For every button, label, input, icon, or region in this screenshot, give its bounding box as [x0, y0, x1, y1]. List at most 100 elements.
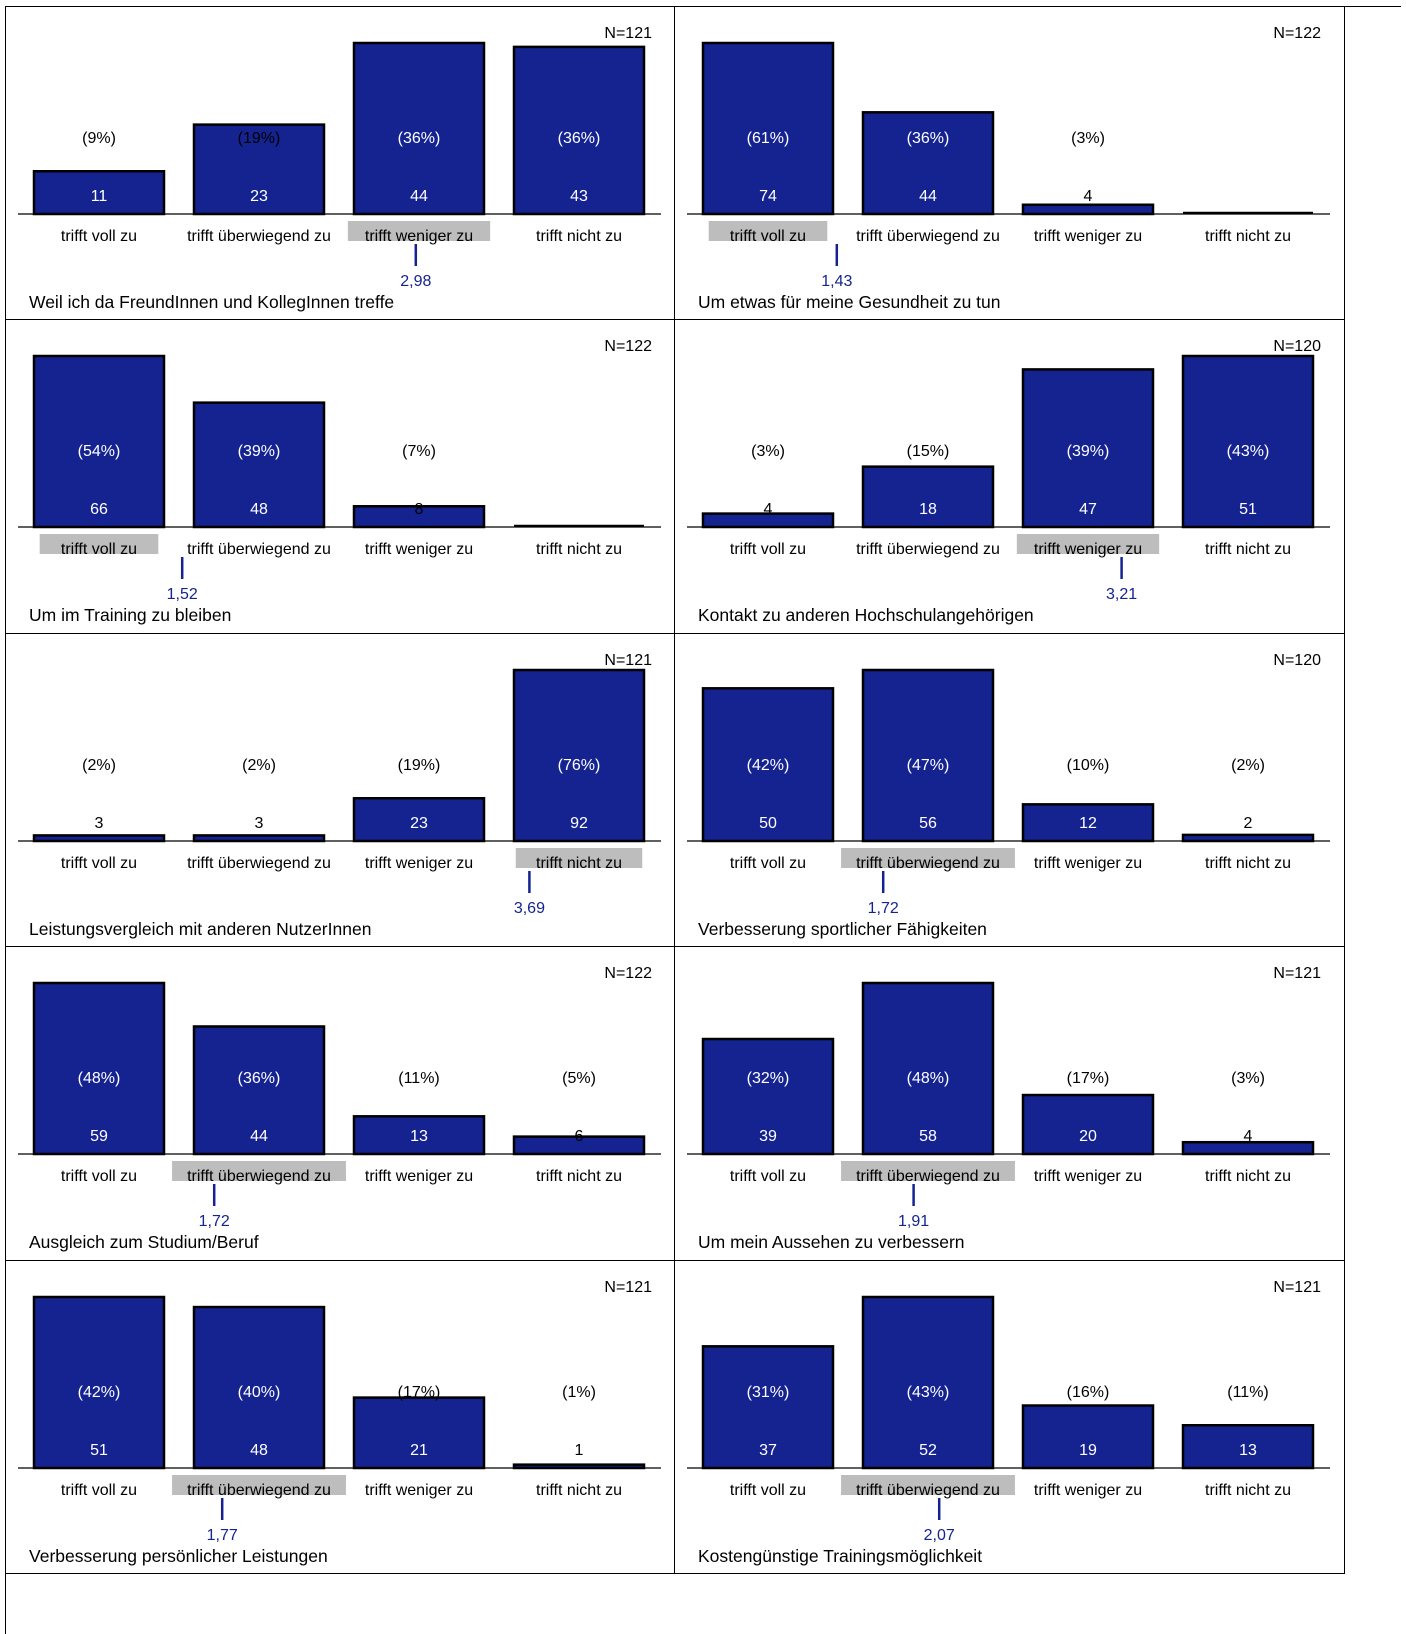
- bar: [32, 1295, 166, 1469]
- category-label: trifft weniger zu: [1034, 541, 1142, 558]
- count-label: 21: [410, 1442, 428, 1459]
- chart-panel: (42%) 51 trifft voll zu (40%) 48 trifft überw…: [5, 1259, 675, 1574]
- percent-label: (3%): [751, 443, 785, 460]
- bar: [32, 981, 166, 1156]
- category-highlight: [515, 847, 643, 868]
- category-highlight: [841, 847, 1015, 868]
- count-label: 1: [575, 1442, 584, 1459]
- mean-label: 1,72: [868, 900, 899, 917]
- category-label: trifft weniger zu: [1034, 1482, 1142, 1499]
- count-label: 52: [919, 1442, 937, 1459]
- chart-svg: (2%) 3 trifft voll zu (2%) 3 trifft überwiege…: [18, 652, 661, 939]
- count-label: 48: [250, 501, 268, 518]
- percent-label: (61%): [747, 130, 790, 147]
- count-label: 11: [91, 188, 108, 205]
- n-label: N=121: [604, 1279, 652, 1296]
- chart-title: Verbesserung sportlicher Fähigkeiten: [698, 919, 987, 939]
- percent-label: (39%): [238, 443, 281, 460]
- percent-label: (43%): [907, 1384, 950, 1401]
- chart-panel: (42%) 50 trifft voll zu (47%) 56 trifft überw…: [674, 632, 1345, 948]
- chart-title: Um etwas für meine Gesundheit zu tun: [698, 292, 1001, 312]
- percent-label: (48%): [78, 1070, 121, 1087]
- percent-label: (16%): [1067, 1384, 1110, 1401]
- percent-label: (17%): [398, 1384, 441, 1401]
- mean-label: 1,43: [821, 273, 852, 290]
- percent-label: (2%): [242, 757, 276, 774]
- chart-title: Verbesserung persönlicher Leistungen: [29, 1546, 328, 1566]
- category-label: trifft überwiegend zu: [187, 1168, 331, 1185]
- percent-label: (47%): [907, 757, 950, 774]
- count-label: 59: [90, 1128, 108, 1145]
- bar: [352, 41, 486, 216]
- category-label: trifft voll zu: [730, 541, 806, 558]
- category-label: trifft voll zu: [61, 541, 137, 558]
- count-label: 66: [90, 501, 108, 518]
- category-label: trifft weniger zu: [365, 228, 473, 245]
- bar: [861, 111, 995, 216]
- category-label: trifft überwiegend zu: [187, 541, 331, 558]
- count-label: 13: [1239, 1442, 1257, 1459]
- category-label: trifft nicht zu: [536, 1482, 622, 1499]
- count-label: 44: [250, 1128, 268, 1145]
- category-label: trifft nicht zu: [1205, 541, 1291, 558]
- category-label: trifft überwiegend zu: [187, 228, 331, 245]
- category-label: trifft überwiegend zu: [856, 541, 1000, 558]
- category-label: trifft voll zu: [61, 1482, 137, 1499]
- percent-label: (36%): [398, 130, 441, 147]
- percent-label: (32%): [747, 1070, 790, 1087]
- count-label: 2: [1244, 815, 1253, 832]
- category-highlight: [708, 221, 828, 241]
- bar: [512, 45, 646, 216]
- category-highlight: [347, 221, 491, 241]
- count-label: 43: [570, 188, 588, 205]
- bar: [192, 833, 326, 843]
- chart-title: Kostengünstige Trainingsmöglichkeit: [698, 1546, 982, 1566]
- chart-panel: (54%) 66 trifft voll zu (39%) 48 trifft überw…: [5, 319, 675, 634]
- chart-title: Leistungsvergleich mit anderen NutzerInn…: [29, 919, 371, 939]
- category-label: trifft überwiegend zu: [187, 855, 331, 872]
- percent-label: (1%): [562, 1384, 596, 1401]
- chart-panel: (61%) 74 trifft voll zu (36%) 44 trifft überw…: [674, 6, 1345, 321]
- percent-label: (43%): [1227, 443, 1270, 460]
- bar: [701, 41, 835, 216]
- count-label: 23: [410, 815, 428, 832]
- percent-label: (36%): [907, 130, 950, 147]
- category-label: trifft nicht zu: [1205, 1168, 1291, 1185]
- percent-label: (19%): [238, 130, 281, 147]
- category-label: trifft voll zu: [61, 855, 137, 872]
- category-label: trifft überwiegend zu: [856, 855, 1000, 872]
- chart-svg: (48%) 59 trifft voll zu (36%) 44 trifft überw…: [18, 965, 661, 1252]
- percent-label: (76%): [558, 757, 601, 774]
- chart-panel: (9%) 11 trifft voll zu (19%) 23 trifft überwi…: [5, 6, 675, 321]
- n-label: N=120: [1273, 338, 1321, 355]
- category-label: trifft nicht zu: [1205, 1482, 1291, 1499]
- bar: [352, 1395, 486, 1469]
- count-label: 8: [415, 501, 424, 518]
- count-label: 92: [570, 815, 588, 832]
- percent-label: (3%): [1231, 1070, 1265, 1087]
- percent-label: (11%): [398, 1070, 440, 1087]
- category-label: trifft weniger zu: [365, 855, 473, 872]
- category-label: trifft nicht zu: [536, 855, 622, 872]
- count-label: 58: [919, 1128, 937, 1145]
- mean-label: 1,72: [199, 1213, 230, 1230]
- category-label: trifft voll zu: [61, 228, 137, 245]
- category-label: trifft voll zu: [730, 1482, 806, 1499]
- bar: [701, 686, 835, 843]
- category-label: trifft voll zu: [61, 1168, 137, 1185]
- chart-svg: (31%) 37 trifft voll zu (43%) 52 trifft überw…: [687, 1279, 1330, 1566]
- n-label: N=121: [604, 652, 652, 669]
- chart-svg: (42%) 50 trifft voll zu (47%) 56 trifft überw…: [687, 652, 1330, 939]
- percent-label: (42%): [78, 1384, 121, 1401]
- category-highlight: [172, 1161, 346, 1182]
- bar: [701, 1344, 835, 1469]
- count-label: 19: [1079, 1442, 1097, 1459]
- n-label: N=120: [1273, 652, 1321, 669]
- category-highlight: [39, 534, 159, 555]
- percent-label: (2%): [1231, 757, 1265, 774]
- percent-label: (54%): [78, 443, 121, 460]
- count-label: 44: [919, 188, 937, 205]
- count-label: 56: [919, 815, 937, 832]
- percent-label: (36%): [558, 130, 601, 147]
- n-label: N=121: [604, 25, 652, 42]
